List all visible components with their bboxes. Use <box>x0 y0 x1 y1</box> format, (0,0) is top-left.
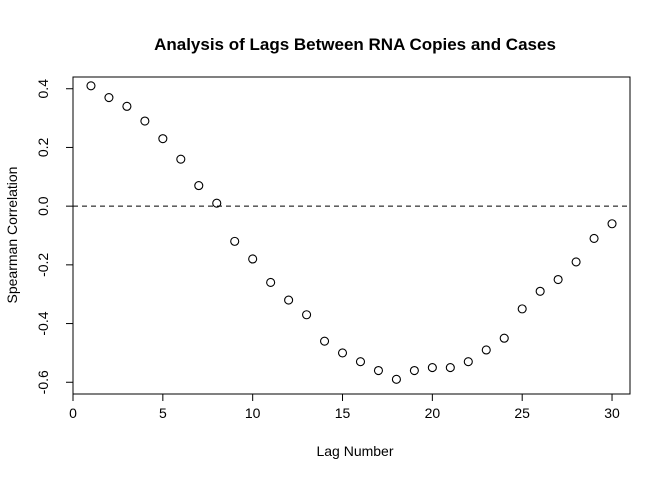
x-tick-label: 20 <box>425 405 441 421</box>
data-point <box>391 374 401 384</box>
data-point <box>499 333 509 343</box>
data-point <box>337 348 348 358</box>
x-tick-label: 30 <box>604 405 620 421</box>
data-point <box>373 365 384 376</box>
data-point <box>535 286 545 296</box>
data-point <box>140 116 150 126</box>
data-point <box>589 233 599 243</box>
y-tick-label: -0.6 <box>35 370 51 394</box>
y-tick-label: 0.4 <box>35 79 51 99</box>
data-point <box>409 365 419 376</box>
x-tick-label: 15 <box>335 405 351 421</box>
data-point <box>463 357 473 367</box>
data-point <box>445 363 455 373</box>
data-point <box>481 345 491 355</box>
data-point <box>355 357 366 367</box>
data-point <box>319 336 330 346</box>
chart-title: Analysis of Lags Between RNA Copies and … <box>154 35 556 54</box>
data-point <box>302 310 312 320</box>
y-tick-label: -0.2 <box>35 253 51 277</box>
x-axis: 0 5 10 15 20 25 30 <box>69 394 620 421</box>
data-point <box>427 363 437 373</box>
plot-frame <box>72 76 631 395</box>
data-point <box>86 81 96 91</box>
data-point <box>248 254 258 264</box>
x-tick-label: 0 <box>69 405 77 421</box>
x-tick-label: 10 <box>245 405 261 421</box>
data-point <box>284 295 294 305</box>
data-point <box>122 101 132 111</box>
y-tick-label: 0.0 <box>35 196 51 216</box>
data-point <box>230 236 240 246</box>
data-point <box>176 154 186 164</box>
data-point <box>571 257 581 267</box>
y-tick-label: 0.2 <box>35 138 51 158</box>
x-tick-label: 5 <box>159 405 167 421</box>
data-point <box>517 304 527 314</box>
data-point <box>158 134 168 144</box>
data-point <box>194 181 204 191</box>
x-axis-label: Lag Number <box>316 443 393 459</box>
y-tick-label: -0.4 <box>35 311 51 335</box>
data-point <box>553 274 563 285</box>
data-point <box>104 92 114 103</box>
data-points <box>86 81 617 384</box>
x-tick-label: 25 <box>514 405 530 421</box>
y-axis-label: Spearman Correlation <box>4 167 20 304</box>
y-axis: -0.6 -0.4 -0.2 0.0 0.2 0.4 <box>35 79 73 394</box>
data-point <box>266 277 276 288</box>
data-point <box>212 198 222 208</box>
data-point <box>607 219 617 229</box>
